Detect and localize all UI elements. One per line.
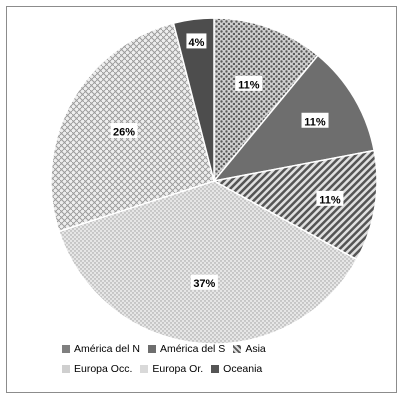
data-label-bg-oceania xyxy=(186,33,207,49)
pie-data-labels: 11% 11% 11% 37% 26% 4% xyxy=(110,33,344,290)
data-label-europa-occ: 37% xyxy=(193,278,215,290)
legend-swatch-america-del-s xyxy=(147,345,156,353)
legend-swatch-america-del-n xyxy=(62,345,70,353)
legend-label-europa-occ: Europa Occ. xyxy=(74,363,133,375)
legend-item-asia: Asia xyxy=(233,343,266,355)
legend-swatch-oceania xyxy=(211,365,220,373)
data-label-bg-europa-or xyxy=(110,123,138,139)
legend-item-europa-or: Europa Or. xyxy=(140,363,203,375)
data-label-oceania: 4% xyxy=(188,37,204,49)
data-label-asia: 11% xyxy=(319,194,341,206)
legend-item-america-del-n: América del N xyxy=(62,343,140,355)
legend-swatch-europa-occ xyxy=(62,365,70,373)
slice-asia xyxy=(211,149,378,261)
data-label-europa-or: 26% xyxy=(113,127,135,139)
legend-row-1: América del N América del S Asia xyxy=(62,343,382,355)
legend-item-oceania: Oceania xyxy=(211,363,262,375)
legend-row-2: Europa Occ. Europa Or. Oceania xyxy=(62,363,382,375)
slice-am-rica-del-n xyxy=(213,17,319,184)
legend-label-oceania: Oceania xyxy=(223,363,263,375)
legend-swatch-asia xyxy=(233,345,242,353)
slice-europa-occ xyxy=(58,180,358,345)
legend-item-europa-occ: Europa Occ. xyxy=(62,363,132,375)
legend-item-america-del-s: América del S xyxy=(147,343,226,355)
legend-label-asia: Asia xyxy=(245,343,266,355)
data-label-bg-asia xyxy=(316,190,344,206)
legend-label-europa-or: Europa Or. xyxy=(152,363,204,375)
data-label-bg-am-rica-del-n xyxy=(235,75,263,91)
pie-slices xyxy=(50,17,378,345)
data-label-bg-am-rica-del-s xyxy=(301,112,329,128)
data-label-am-rica-del-s: 11% xyxy=(304,116,326,128)
slice-am-rica-del-s xyxy=(212,54,375,183)
data-label-bg-europa-occ xyxy=(190,274,218,290)
legend-label-america-del-n: América del N xyxy=(74,343,140,355)
legend: América del N América del S Asia Europa … xyxy=(62,343,382,383)
data-label-am-rica-del-n: 11% xyxy=(238,79,260,91)
legend-label-america-del-s: América del S xyxy=(159,343,226,355)
legend-swatch-europa-or xyxy=(140,365,149,373)
slice-oceania xyxy=(172,17,215,182)
